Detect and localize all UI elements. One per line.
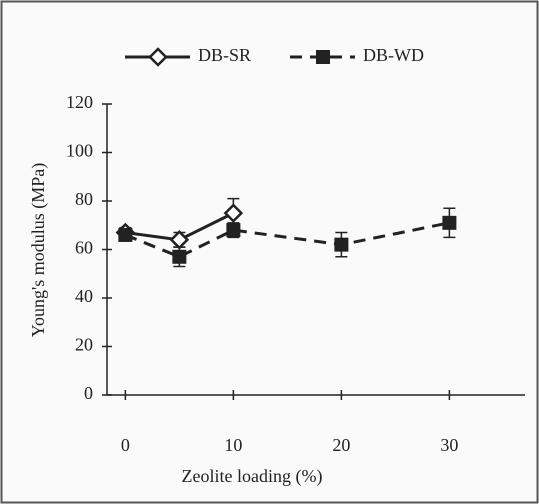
chart: Zeolite loading (%) Young's modulus (MPa… <box>0 0 539 504</box>
y-tick-label: 120 <box>66 92 93 112</box>
marker <box>172 250 186 264</box>
x-tick-label: 30 <box>440 435 458 455</box>
y-tick-label: 40 <box>75 286 93 306</box>
marker <box>442 216 456 230</box>
x-tick-label: 0 <box>121 435 130 455</box>
y-tick-label: 80 <box>75 189 93 209</box>
marker <box>226 223 240 237</box>
marker <box>118 228 132 242</box>
y-tick-label: 100 <box>66 141 93 161</box>
y-tick-label: 20 <box>75 335 93 355</box>
marker <box>334 238 348 252</box>
x-axis-label: Zeolite loading (%) <box>182 466 323 487</box>
page: {"chart_data": {"type": "line", "x_label… <box>0 0 539 504</box>
legend-label: DB-SR <box>198 45 251 65</box>
y-axis-label: Young's modulus (MPa) <box>28 163 49 337</box>
y-tick-label: 60 <box>75 238 93 258</box>
y-tick-label: 0 <box>84 383 93 403</box>
x-tick-label: 10 <box>224 435 242 455</box>
legend-label: DB-WD <box>363 45 424 65</box>
legend-marker <box>316 50 330 64</box>
x-tick-label: 20 <box>332 435 350 455</box>
